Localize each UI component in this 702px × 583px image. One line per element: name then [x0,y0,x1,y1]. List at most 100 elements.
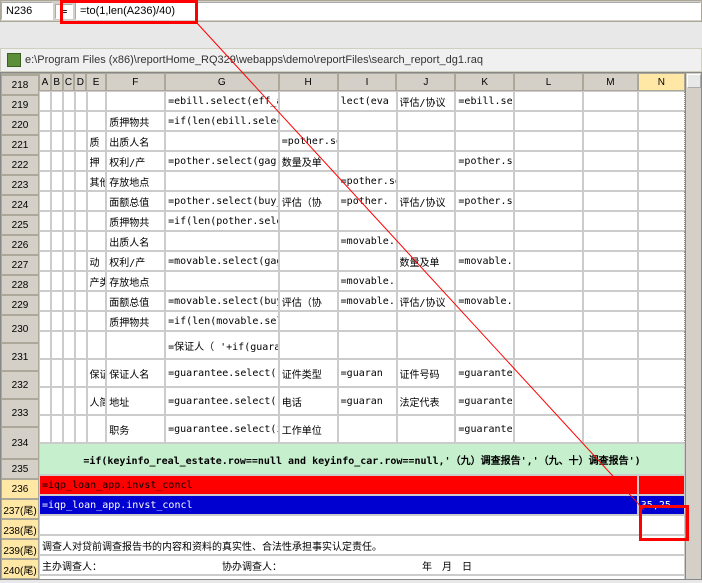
row-header[interactable]: 236 [1,479,39,499]
vertical-scrollbar[interactable] [685,73,701,579]
cell[interactable]: =movable.select(cus_name) [338,231,397,251]
cell[interactable]: =movable.select(buy_am [165,291,279,311]
cell[interactable] [279,271,338,291]
cell[interactable] [583,387,638,415]
cell[interactable] [87,291,107,311]
cell[interactable]: 评估/协议 [397,291,456,311]
cell[interactable] [39,331,51,359]
cell[interactable]: =guaran [338,359,397,387]
cell[interactable]: 质押物共 [106,211,165,231]
cell[interactable] [39,91,51,111]
column-header-L[interactable]: L [514,73,583,91]
cell[interactable] [638,171,685,191]
row-header[interactable]: 219 [1,95,39,115]
cell[interactable] [165,131,279,151]
cell[interactable] [63,251,75,271]
cell[interactable] [279,171,338,191]
cell[interactable] [75,387,87,415]
cell[interactable] [63,311,75,331]
cell[interactable] [338,251,397,271]
cell[interactable] [455,331,514,359]
column-header-C[interactable]: C [63,73,75,91]
cell[interactable] [583,151,638,171]
cell[interactable] [63,191,75,211]
cell[interactable] [455,131,514,151]
cell[interactable] [63,271,75,291]
cell[interactable] [87,231,107,251]
cell[interactable] [279,91,338,111]
column-header-E[interactable]: E [86,73,106,91]
cell[interactable] [514,415,583,443]
row-header[interactable]: 221 [1,135,39,155]
cell[interactable] [583,231,638,251]
cell[interactable] [39,515,685,535]
cell[interactable]: 调查人对贷前调查报告书的内容和资料的真实性、合法性承担事实认定责任。 [39,535,685,555]
cell[interactable] [455,111,514,131]
column-header-G[interactable]: G [165,73,279,91]
cell[interactable]: =guarantee.select( [165,387,279,415]
cell[interactable]: 面额总值 [106,291,165,311]
column-header-F[interactable]: F [106,73,165,91]
cell[interactable] [165,171,279,191]
column-header-M[interactable]: M [583,73,638,91]
cell[interactable] [638,111,685,131]
row-header[interactable]: 231 [1,343,39,371]
cell[interactable]: =保证人（ '+if(guarantee.select(row)==null,'… [165,331,279,359]
cell[interactable] [39,171,51,191]
cell[interactable]: =iqp_loan_app.invst_concl [39,495,638,515]
cell[interactable] [51,191,63,211]
cell[interactable] [75,311,87,331]
cell[interactable] [638,251,685,271]
cell[interactable] [51,251,63,271]
cell[interactable] [514,131,583,151]
cell[interactable] [279,311,338,331]
row-header[interactable]: 230 [1,315,39,343]
cell[interactable] [75,111,87,131]
cell[interactable]: 面额总值 [106,191,165,211]
column-header-I[interactable]: I [338,73,397,91]
row-header[interactable]: 220 [1,115,39,135]
cell[interactable] [514,271,583,291]
row-header[interactable]: 240(尾) [1,559,39,579]
cell[interactable] [63,131,75,151]
cell[interactable] [397,171,456,191]
cell[interactable] [63,331,75,359]
cell[interactable]: =if(len(movable.select(comm_peo_name)))0… [165,311,279,331]
column-header-J[interactable]: J [396,73,455,91]
cell[interactable] [51,151,63,171]
cell[interactable] [338,211,397,231]
row-header[interactable]: 238(尾) [1,519,39,539]
column-header-K[interactable]: K [455,73,514,91]
row-header[interactable]: 225 [1,215,39,235]
cell[interactable] [397,231,456,251]
row-header[interactable]: 232 [1,371,39,399]
cell[interactable] [338,131,397,151]
cell[interactable]: 数量及单 [279,151,338,171]
cell[interactable] [51,311,63,331]
cell[interactable] [514,311,583,331]
cell[interactable] [397,415,456,443]
cell[interactable]: 权利/产 [106,151,165,171]
column-header-N[interactable]: N [638,73,685,91]
cell[interactable]: 主办调查人：协办调查人：年 月 日 [39,555,685,575]
cell[interactable]: =if(len(pother.select(comm_peo_name)))0,… [165,211,279,231]
cell[interactable] [39,251,51,271]
row-header[interactable]: 223 [1,175,39,195]
cell[interactable] [514,359,583,387]
cell[interactable] [338,331,397,359]
cell[interactable]: =ebill.select(eff_am [165,91,279,111]
cell[interactable] [51,171,63,191]
row-header[interactable]: 234 [1,427,39,459]
cell[interactable] [51,111,63,131]
cell[interactable] [63,91,75,111]
cell[interactable]: 出质人名 [106,231,165,251]
row-header[interactable]: 227 [1,255,39,275]
cell[interactable] [165,271,279,291]
cell[interactable] [63,291,75,311]
cell[interactable] [514,171,583,191]
cell[interactable] [51,231,63,251]
cell[interactable]: 法定代表 [397,387,456,415]
cell[interactable] [338,415,397,443]
cell[interactable] [63,111,75,131]
cell[interactable] [583,211,638,231]
